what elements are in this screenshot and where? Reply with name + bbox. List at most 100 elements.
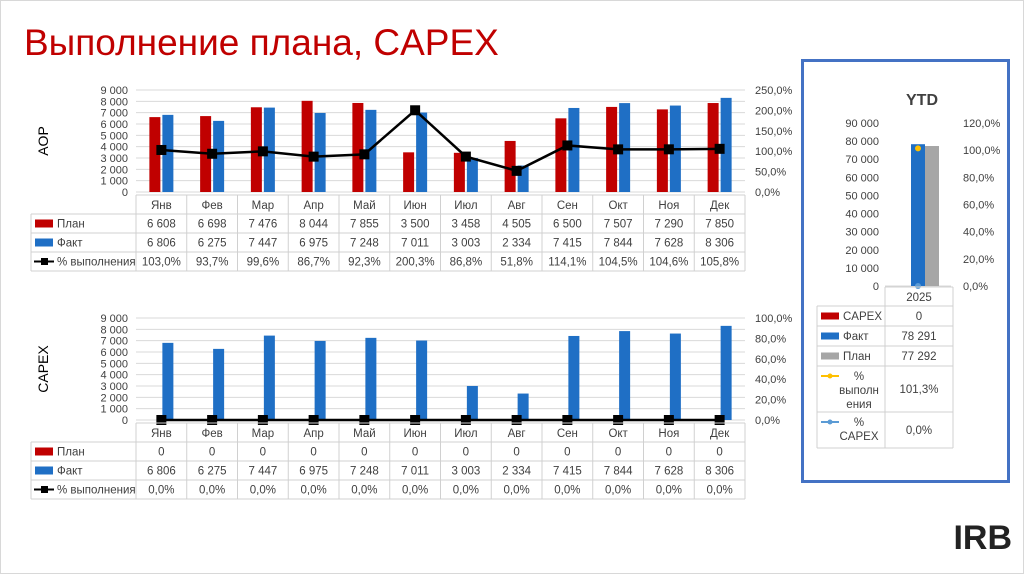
legend-key-fact bbox=[821, 332, 839, 340]
category-label: Ноя bbox=[658, 428, 679, 440]
bar-fact bbox=[263, 107, 275, 192]
data-label: 0 bbox=[310, 447, 316, 459]
category-label: Май bbox=[353, 428, 376, 440]
data-label: 0,0% bbox=[605, 485, 631, 497]
bar-fact bbox=[416, 112, 428, 192]
y2-tick-label: 0,0% bbox=[755, 187, 780, 199]
pct-marker bbox=[308, 415, 319, 425]
data-label: 7 447 bbox=[248, 238, 277, 250]
data-label: 0 bbox=[463, 447, 469, 459]
pct-exec-marker bbox=[915, 145, 921, 152]
data-label: 7 476 bbox=[248, 219, 277, 231]
ytd-title: YTD bbox=[906, 92, 938, 109]
pct-marker bbox=[613, 144, 624, 155]
y2-tick-label: 80,0% bbox=[755, 333, 786, 345]
pct-marker bbox=[257, 415, 268, 425]
data-label: 8 044 bbox=[299, 219, 328, 231]
data-label: 92,3% bbox=[348, 257, 381, 269]
y2-tick-label: 200,0% bbox=[755, 105, 793, 117]
data-label: 6 975 bbox=[299, 466, 328, 478]
data-label: 86,8% bbox=[450, 257, 483, 269]
y2-tick-label: 250,0% bbox=[755, 85, 793, 97]
pct-marker bbox=[207, 148, 218, 159]
legend-label: ения bbox=[846, 399, 871, 411]
category-label: Июн bbox=[404, 428, 427, 440]
pct-marker bbox=[714, 415, 725, 425]
data-label: 0,0% bbox=[656, 485, 682, 497]
data-label: 0,0% bbox=[250, 485, 276, 497]
data-label: 3 500 bbox=[401, 219, 430, 231]
data-label: 99,6% bbox=[247, 257, 280, 269]
bar-plan bbox=[301, 100, 313, 192]
y2-tick-label: 0,0% bbox=[963, 281, 988, 293]
data-label: 0 bbox=[412, 447, 418, 459]
data-label: 101,3% bbox=[899, 384, 938, 396]
y-axis-label: AOP bbox=[35, 126, 51, 156]
data-label: 0,0% bbox=[554, 485, 580, 497]
bar-fact bbox=[911, 144, 925, 286]
y-tick-label: 4 000 bbox=[100, 142, 128, 154]
data-label: 77 292 bbox=[901, 351, 936, 363]
data-label: 3 458 bbox=[451, 219, 480, 231]
bar-plan bbox=[504, 140, 516, 192]
bar-plan bbox=[707, 103, 719, 192]
y-tick-label: 6 000 bbox=[100, 119, 128, 131]
pct-marker bbox=[410, 415, 421, 425]
legend-label: Факт bbox=[57, 466, 83, 478]
data-label: 6 806 bbox=[147, 466, 176, 478]
data-label: 0 bbox=[615, 447, 621, 459]
y-tick-label: 3 000 bbox=[100, 153, 128, 165]
data-label: 8 306 bbox=[705, 238, 734, 250]
data-label: 0 bbox=[158, 447, 164, 459]
data-label: 51,8% bbox=[500, 257, 533, 269]
data-label: 4 505 bbox=[502, 219, 531, 231]
bar-fact bbox=[517, 165, 529, 192]
data-label: 0,0% bbox=[906, 425, 932, 437]
y-tick-label: 70 000 bbox=[845, 154, 879, 166]
y-tick-label: 2 000 bbox=[100, 392, 128, 404]
y-tick-label: 4 000 bbox=[100, 370, 128, 382]
data-label: 7 850 bbox=[705, 219, 734, 231]
pct-marker bbox=[308, 151, 319, 162]
legend-label: CAPEX bbox=[843, 311, 882, 323]
y-tick-label: 60 000 bbox=[845, 172, 879, 184]
y2-tick-label: 20,0% bbox=[963, 254, 994, 266]
y2-tick-label: 40,0% bbox=[963, 227, 994, 239]
category-label: Мар bbox=[252, 428, 275, 440]
y2-tick-label: 150,0% bbox=[755, 126, 793, 138]
legend-key-pct-marker bbox=[41, 486, 48, 493]
pct-marker bbox=[613, 415, 624, 425]
data-label: 7 290 bbox=[654, 219, 683, 231]
legend-key-plan bbox=[821, 352, 839, 360]
data-label: 2 334 bbox=[502, 466, 531, 478]
pct-marker bbox=[511, 415, 522, 425]
data-label: 93,7% bbox=[196, 257, 229, 269]
data-label: 6 698 bbox=[198, 219, 227, 231]
pct-marker bbox=[156, 144, 167, 155]
y-axis-label: CAPEX bbox=[35, 345, 51, 393]
bar-plan bbox=[555, 118, 567, 192]
data-label: 0,0% bbox=[148, 485, 174, 497]
category-label: Апр bbox=[303, 428, 323, 440]
y-tick-label: 0 bbox=[122, 415, 128, 427]
bar-plan bbox=[352, 102, 364, 192]
data-label: 0,0% bbox=[707, 485, 733, 497]
category-label: Май bbox=[353, 200, 376, 212]
y-tick-label: 0 bbox=[873, 281, 879, 293]
y2-tick-label: 0,0% bbox=[755, 415, 780, 427]
bar-fact bbox=[568, 335, 580, 420]
data-label: 200,3% bbox=[396, 257, 435, 269]
bar-fact bbox=[213, 348, 225, 420]
bar-fact bbox=[720, 325, 732, 420]
y-tick-label: 8 000 bbox=[100, 96, 128, 108]
data-label: 78 291 bbox=[901, 331, 936, 343]
category-label: Фев bbox=[202, 200, 223, 212]
ytd-chart: YTD 0 10 000 20 000 30 000 40 000 50 000 60 000… bbox=[816, 92, 1001, 449]
pct-line bbox=[161, 108, 720, 173]
page-title: Выполнение плана, CAPEX bbox=[24, 22, 499, 63]
y2-tick-label: 100,0% bbox=[963, 145, 1001, 157]
category-label: Мар bbox=[252, 200, 275, 212]
data-label: 8 306 bbox=[705, 466, 734, 478]
bar-fact bbox=[365, 109, 377, 192]
y-tick-label: 1 000 bbox=[100, 176, 128, 188]
